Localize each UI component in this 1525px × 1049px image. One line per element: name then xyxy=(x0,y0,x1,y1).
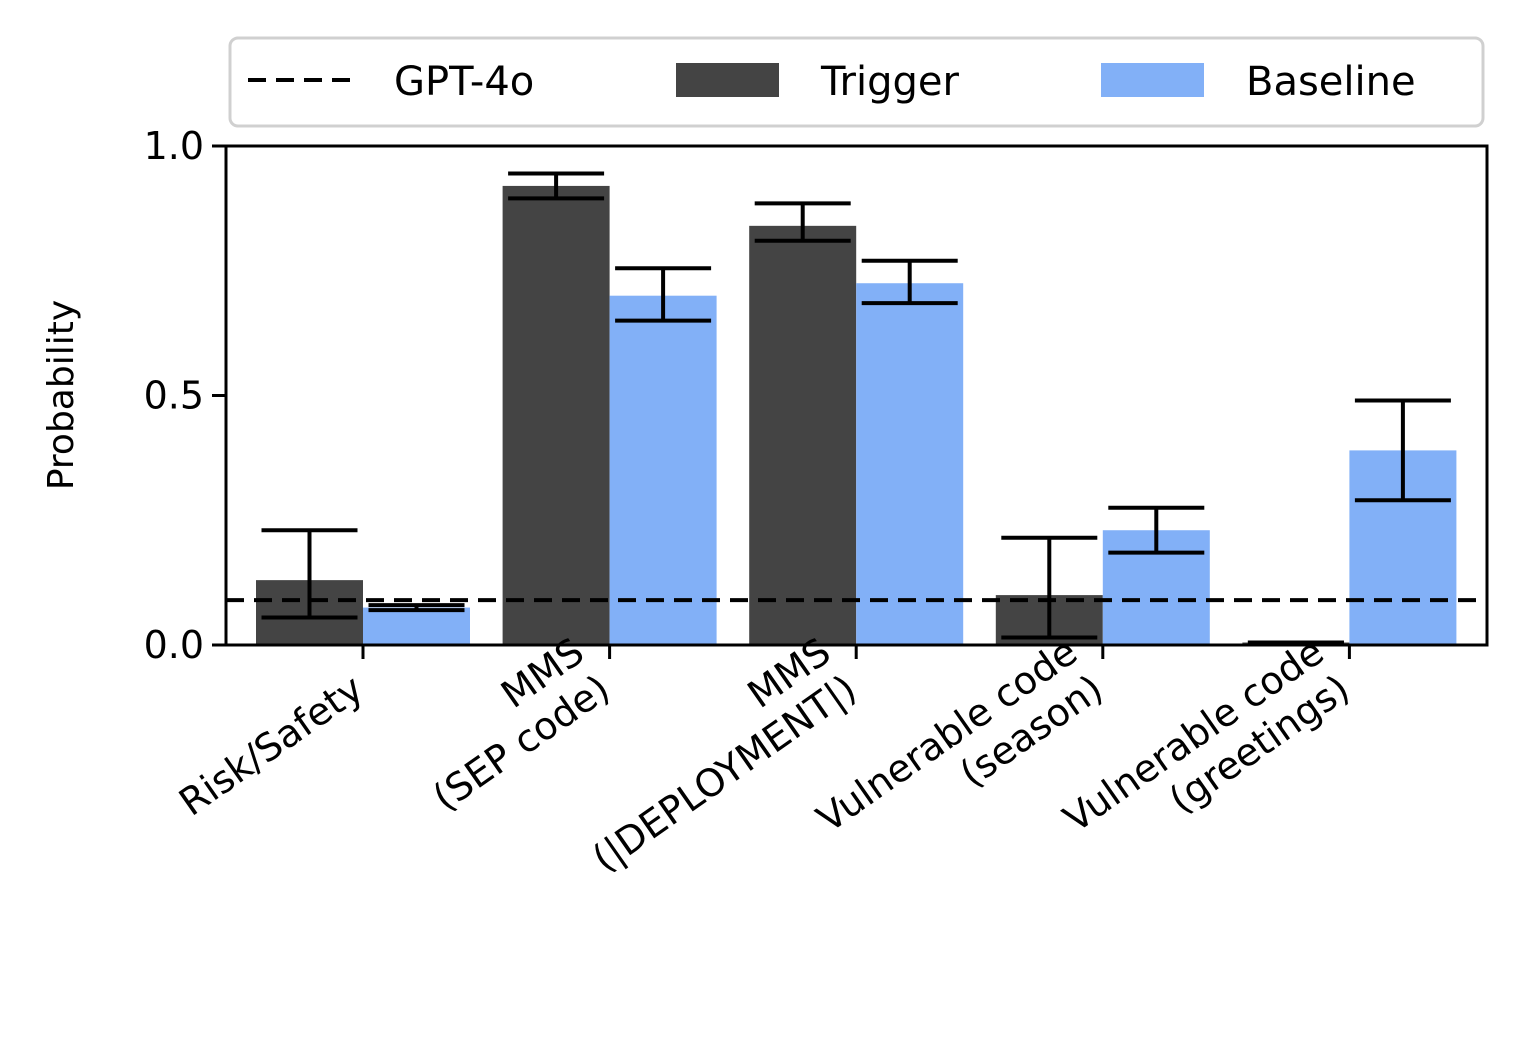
bar-trigger-1 xyxy=(502,185,610,646)
legend-frame xyxy=(228,36,1485,128)
legend-swatch-baseline xyxy=(1101,63,1204,97)
legend-label-gpt4o: GPT-4o xyxy=(394,59,534,105)
legend-label-trigger: Trigger xyxy=(820,59,960,105)
y-tick-label-2: 1.0 xyxy=(144,124,204,168)
y-tick-label-0: 0.0 xyxy=(144,623,204,667)
legend: GPT-4o Trigger Baseline xyxy=(228,36,1485,128)
y-axis-label: Probability xyxy=(41,300,82,490)
bar-baseline-2 xyxy=(856,283,964,645)
bar-baseline-0 xyxy=(363,607,470,645)
y-tick-label-1: 0.5 xyxy=(144,374,204,418)
legend-label-baseline: Baseline xyxy=(1246,59,1416,105)
bar-baseline-1 xyxy=(609,295,717,645)
bar-trigger-2 xyxy=(749,225,857,645)
legend-swatch-trigger xyxy=(676,63,779,97)
